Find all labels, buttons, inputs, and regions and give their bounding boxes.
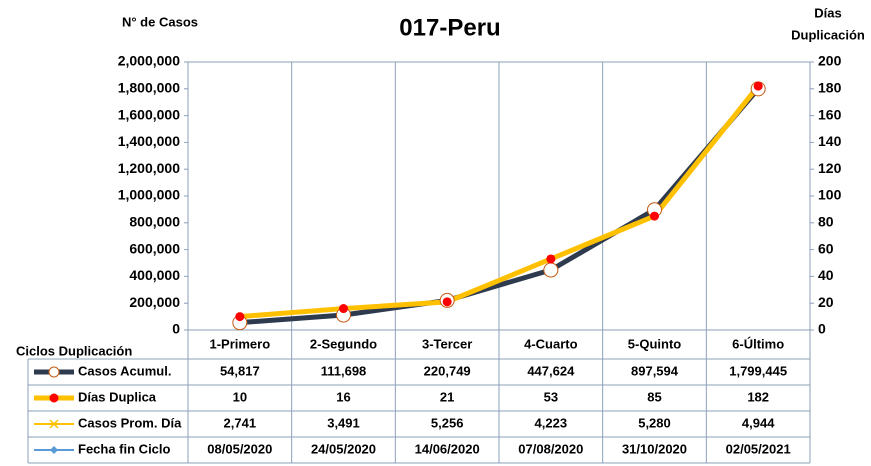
y-tick-label: 600,000	[129, 240, 180, 256]
y2-tick-label: 120	[818, 160, 842, 176]
y-tick-label: 1,000,000	[118, 187, 180, 203]
point	[339, 304, 348, 314]
table-cell: 3,491	[327, 415, 360, 430]
y2-axis-label: Días	[814, 5, 841, 20]
y-tick-label: 0	[172, 321, 180, 337]
table-cell: 2,741	[224, 415, 257, 430]
table-cell: 08/05/2020	[207, 441, 272, 456]
table-cell: 1,799,445	[729, 363, 787, 378]
legend-key	[49, 419, 59, 429]
table-cell: 14/06/2020	[415, 441, 480, 456]
table-cell: 5,280	[638, 415, 671, 430]
x-tick-label: 5-Quinto	[628, 336, 681, 351]
line	[239, 84, 761, 320]
y2-tick-label: 80	[818, 214, 834, 230]
x-tick-label: 1-Primero	[209, 336, 270, 351]
y-tick-label: 1,200,000	[118, 160, 180, 176]
y2-axis-label: Duplicación	[791, 27, 865, 42]
y2-tick-label: 200	[818, 53, 842, 69]
point	[235, 312, 245, 322]
y2-tick-label: 40	[818, 267, 834, 283]
legend-label: Fecha fin Ciclo	[78, 441, 171, 456]
y2-tick-label: 20	[818, 294, 834, 310]
line	[239, 87, 761, 326]
x-tick-label: 4-Cuarto	[524, 336, 578, 351]
point	[442, 297, 452, 307]
table-cell: 24/05/2020	[311, 441, 376, 456]
table-cell: 4,223	[535, 415, 568, 430]
table-cell: 5,256	[431, 415, 464, 430]
y-axis-label: N° de Casos	[122, 14, 198, 29]
y2-tick-label: 140	[818, 133, 842, 149]
legend-label: Días Duplica	[78, 389, 157, 404]
y2-tick-label: 160	[818, 106, 842, 122]
x-tick-label: 3-Tercer	[422, 336, 472, 351]
table-header: Ciclos Duplicación	[16, 343, 132, 358]
table-cell: 53	[544, 389, 558, 404]
table-cell: 31/10/2020	[622, 441, 687, 456]
legend-label: Casos Prom. Día	[78, 415, 182, 430]
y-tick-label: 1,400,000	[118, 133, 180, 149]
table-cell: 182	[747, 389, 769, 404]
table-cell: 21	[440, 389, 454, 404]
table-cell: 07/08/2020	[518, 441, 583, 456]
table-cell: 85	[647, 389, 661, 404]
table-cell: 02/05/2021	[726, 441, 791, 456]
legend-key	[49, 393, 59, 403]
x-tick-label: 6-Último	[732, 336, 784, 351]
table-cell: 220,749	[424, 363, 471, 378]
table-cell: 897,594	[631, 363, 679, 378]
point	[753, 81, 763, 91]
table-cell: 54,817	[220, 363, 260, 378]
legend-key	[48, 366, 60, 378]
table-cell: 447,624	[527, 363, 575, 378]
y-tick-label: 1,800,000	[118, 80, 180, 96]
y-tick-label: 2,000,000	[118, 53, 180, 69]
table-cell: 111,698	[321, 363, 367, 378]
y-tick-label: 200,000	[129, 294, 180, 310]
y2-tick-label: 0	[818, 321, 826, 337]
table-cell: 16	[336, 389, 350, 404]
y-tick-label: 800,000	[129, 214, 180, 230]
legend-key	[50, 446, 58, 454]
y2-tick-label: 100	[818, 187, 842, 203]
table-cell: 10	[233, 389, 247, 404]
point	[543, 262, 559, 278]
y2-tick-label: 180	[818, 80, 842, 96]
legend-label: Casos Acumul.	[78, 363, 171, 378]
y2-tick-label: 60	[818, 240, 834, 256]
y-tick-label: 400,000	[129, 267, 180, 283]
table-cell: 4,944	[742, 415, 775, 430]
x-tick-label: 2-Segundo	[310, 336, 377, 351]
point	[650, 211, 659, 221]
point	[546, 254, 556, 264]
y-tick-label: 1,600,000	[118, 106, 180, 122]
chart-title: 017-Peru	[399, 14, 500, 41]
